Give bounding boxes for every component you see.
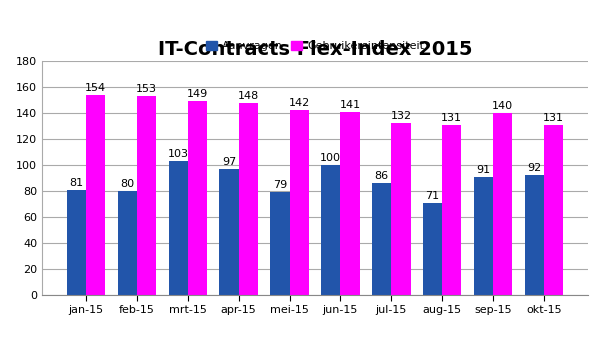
Text: 132: 132 [391,112,412,121]
Bar [340,112,360,295]
Bar [67,190,86,295]
Bar [86,95,106,295]
Text: 91: 91 [476,165,490,175]
Text: 140: 140 [492,101,513,111]
Bar [423,203,442,295]
Bar [270,192,290,295]
Bar [220,169,239,295]
Text: 149: 149 [187,89,208,99]
Text: 142: 142 [289,98,310,108]
Bar [118,191,137,295]
Bar [442,125,461,295]
Text: 86: 86 [374,171,389,181]
Bar [188,101,207,295]
Bar [372,183,391,295]
Text: 141: 141 [340,100,361,110]
Text: 148: 148 [238,91,259,101]
Bar [321,165,340,295]
Text: 131: 131 [543,113,564,123]
Bar [169,161,188,295]
Bar [544,125,563,295]
Text: 79: 79 [273,180,287,190]
Bar [137,96,157,295]
Title: IT-Contracts Flex-Index 2015: IT-Contracts Flex-Index 2015 [158,40,472,59]
Bar [290,111,309,295]
Text: 100: 100 [320,153,341,163]
Text: 103: 103 [167,149,188,159]
Bar [239,103,258,295]
Bar [391,123,410,295]
Text: 153: 153 [136,84,157,94]
Bar [473,177,493,295]
Text: 81: 81 [70,178,83,188]
Text: 71: 71 [425,191,440,201]
Bar [524,175,544,295]
Text: 131: 131 [442,113,463,123]
Bar [493,113,512,295]
Text: 80: 80 [120,179,134,189]
Text: 97: 97 [222,157,236,167]
Legend: Aanvragen, Gebruikersintensiteit: Aanvragen, Gebruikersintensiteit [202,36,428,56]
Text: 92: 92 [527,163,541,174]
Text: 154: 154 [85,83,106,93]
